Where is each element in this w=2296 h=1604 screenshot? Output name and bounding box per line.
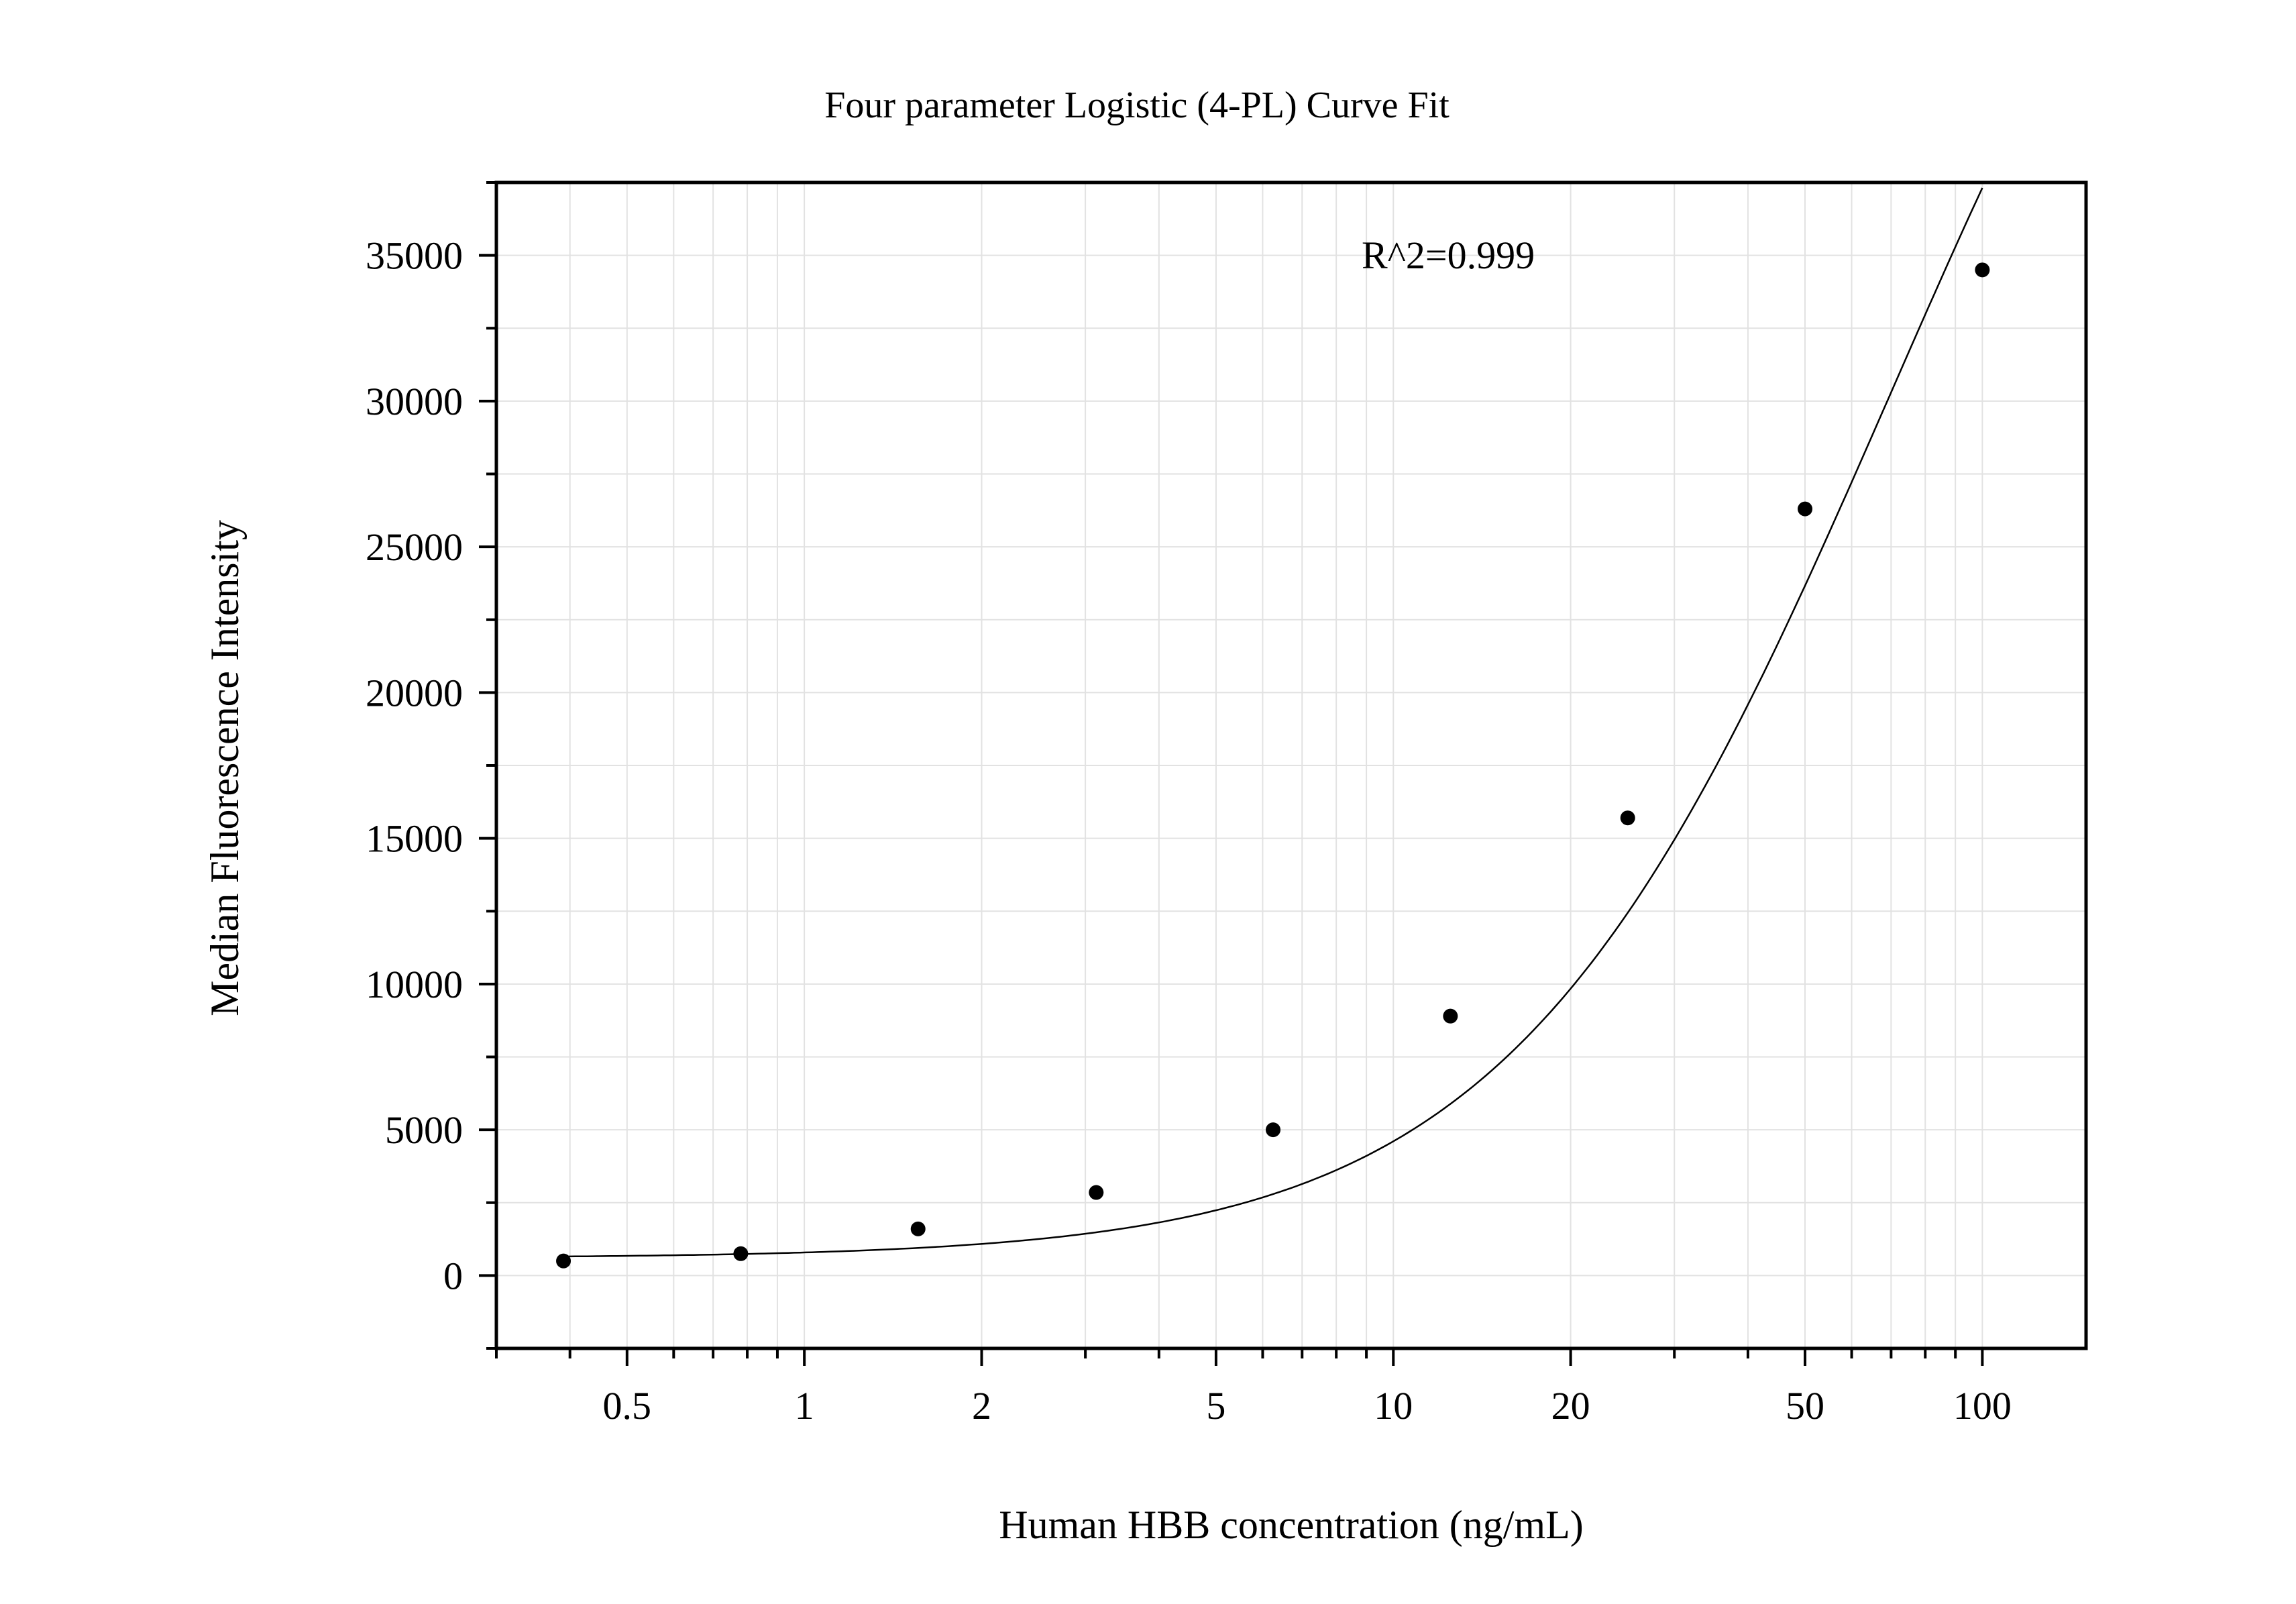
y-tick-label: 5000 [385,1108,463,1152]
data-points [556,262,1990,1269]
y-tick-label: 30000 [366,380,463,423]
data-point [1089,1185,1104,1200]
y-tick-label: 20000 [366,671,463,714]
x-tick-label: 20 [1551,1384,1590,1428]
y-axis-label: Median Fluorescence Intensity [203,520,247,1016]
x-tick-label: 10 [1374,1384,1413,1428]
x-tick-label: 1 [795,1384,814,1428]
data-point [1620,810,1635,826]
tick-labels: 0.5 1 2 5 10 20 50 100 0 5000 10000 15000 20000 25000… [366,234,2012,1428]
chart-title: Four parameter Logistic (4-PL) Curve Fit [824,85,1450,126]
y-tick-label: 25000 [366,525,463,569]
r-squared-annotation: R^2=0.999 [1362,233,1535,277]
grid [496,182,2086,1349]
data-point [1798,501,1813,517]
fit-curve [563,187,1983,1258]
data-point [910,1221,926,1236]
axis-ticks [479,181,1984,1366]
data-point [1443,1008,1458,1024]
x-tick-label: 5 [1206,1384,1225,1428]
y-tick-label: 0 [443,1254,463,1297]
fit-curve-layer [563,187,1983,1258]
data-point [733,1246,749,1261]
y-tick-label: 10000 [366,963,463,1006]
data-point [1975,262,1990,278]
x-tick-label: 50 [1786,1384,1824,1428]
x-axis-label: Human HBB concentration (ng/mL) [999,1503,1583,1547]
data-point [556,1253,571,1269]
y-tick-label: 35000 [366,234,463,278]
x-tick-label: 100 [1953,1384,2012,1428]
x-tick-label: 0.5 [603,1384,652,1428]
data-point [1266,1122,1281,1138]
y-tick-label: 15000 [366,817,463,861]
x-tick-label: 2 [972,1384,991,1428]
